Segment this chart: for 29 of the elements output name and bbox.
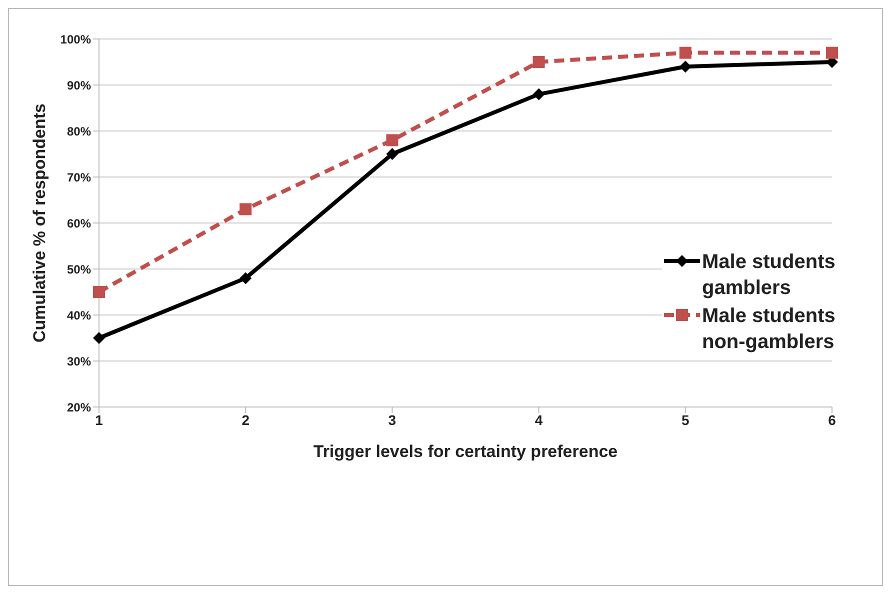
x-axis-title: Trigger levels for certainty preference [313, 442, 618, 461]
y-tick-label: 20% [66, 400, 92, 414]
y-tick-label: 90% [66, 78, 92, 92]
y-tick-label: 30% [66, 354, 92, 368]
y-tick-label: 40% [66, 308, 92, 322]
point [826, 46, 838, 59]
legend-label: Male students non-gamblers [702, 304, 836, 355]
x-tick-label: 1 [95, 412, 104, 428]
y-tick-label: 50% [66, 262, 92, 276]
point [93, 332, 105, 344]
legend-label: Male students gamblers [702, 250, 836, 301]
point [93, 286, 105, 298]
x-tick-label: 2 [242, 412, 250, 428]
y-tick-label: 60% [66, 216, 92, 230]
x-tick-label: 3 [388, 412, 396, 428]
point [386, 148, 398, 160]
point [240, 272, 252, 284]
point [679, 46, 692, 59]
y-tick-label: 70% [66, 170, 92, 184]
x-tick-label: 5 [682, 412, 690, 428]
point [386, 134, 398, 146]
y-tick-label: 80% [66, 124, 92, 138]
y-tick-label: 100% [60, 32, 92, 46]
point [532, 56, 545, 68]
x-tick-label: 6 [828, 412, 836, 428]
y-axis-title: Cumulative % of respondents [30, 104, 50, 342]
x-tick-label: 4 [534, 412, 543, 428]
point [240, 203, 252, 216]
point [532, 88, 545, 100]
